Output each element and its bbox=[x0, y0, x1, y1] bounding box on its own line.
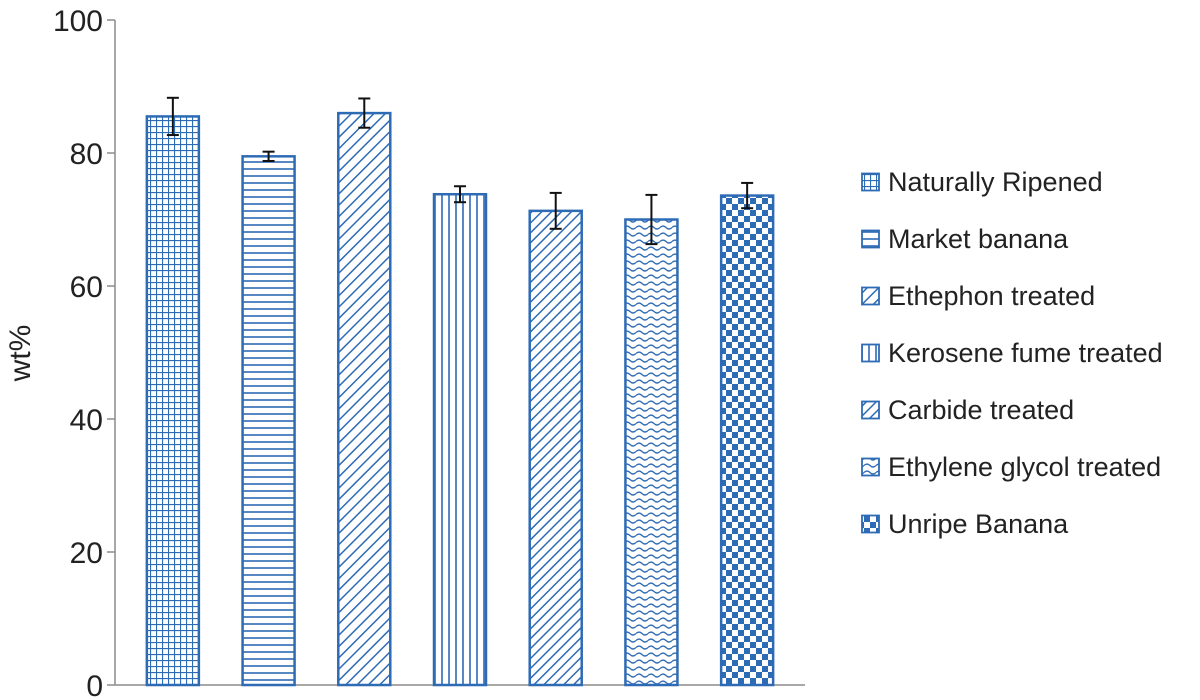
legend-swatch bbox=[861, 400, 880, 420]
y-tick-label: 60 bbox=[70, 271, 103, 304]
legend-item: Kerosene fume treated bbox=[861, 338, 1163, 368]
bar-market-banana bbox=[241, 155, 296, 687]
legend: Naturally Ripened Market banana Ethephon t… bbox=[861, 167, 1163, 539]
y-tick-label: 80 bbox=[70, 138, 103, 171]
legend-swatch bbox=[861, 172, 880, 192]
legend-item: Carbide treated bbox=[861, 395, 1074, 425]
bar-kerosene-fume-treated bbox=[432, 192, 488, 687]
legend-item: Ethephon treated bbox=[861, 281, 1095, 311]
legend-label: Naturally Ripened bbox=[888, 167, 1103, 197]
bars bbox=[145, 111, 775, 687]
y-axis-title: wt% bbox=[4, 325, 37, 383]
legend-label: Carbide treated bbox=[888, 395, 1074, 425]
legend-swatch bbox=[861, 286, 880, 306]
legend-swatch bbox=[861, 457, 880, 477]
bar-naturally-ripened bbox=[145, 115, 201, 687]
legend-swatch bbox=[861, 343, 880, 363]
legend-item: Naturally Ripened bbox=[861, 167, 1103, 197]
y-tick-label: 100 bbox=[53, 5, 103, 38]
legend-label: Market banana bbox=[888, 224, 1069, 254]
bar-unripe-banana bbox=[719, 194, 775, 687]
legend-label: Ethylene glycol treated bbox=[888, 452, 1161, 482]
legend-item: Market banana bbox=[861, 224, 1069, 254]
bar-ethylene-glycol-treated bbox=[624, 218, 679, 687]
legend-label: Kerosene fume treated bbox=[888, 338, 1163, 368]
error-bars bbox=[166, 96, 754, 246]
y-tick-label: 0 bbox=[86, 670, 103, 700]
y-tick-label: 40 bbox=[70, 404, 103, 437]
legend-item: Unripe Banana bbox=[861, 509, 1069, 539]
legend-swatch bbox=[861, 514, 880, 534]
y-tick-label: 20 bbox=[70, 537, 103, 570]
legend-swatch bbox=[861, 229, 880, 249]
y-axis: 0 20 40 60 80 100 bbox=[53, 5, 805, 700]
legend-label: Ethephon treated bbox=[888, 281, 1095, 311]
bar-ethephon-treated bbox=[337, 111, 392, 687]
legend-label: Unripe Banana bbox=[888, 509, 1069, 539]
legend-item: Ethylene glycol treated bbox=[861, 452, 1161, 482]
bar-carbide-treated bbox=[528, 209, 583, 687]
